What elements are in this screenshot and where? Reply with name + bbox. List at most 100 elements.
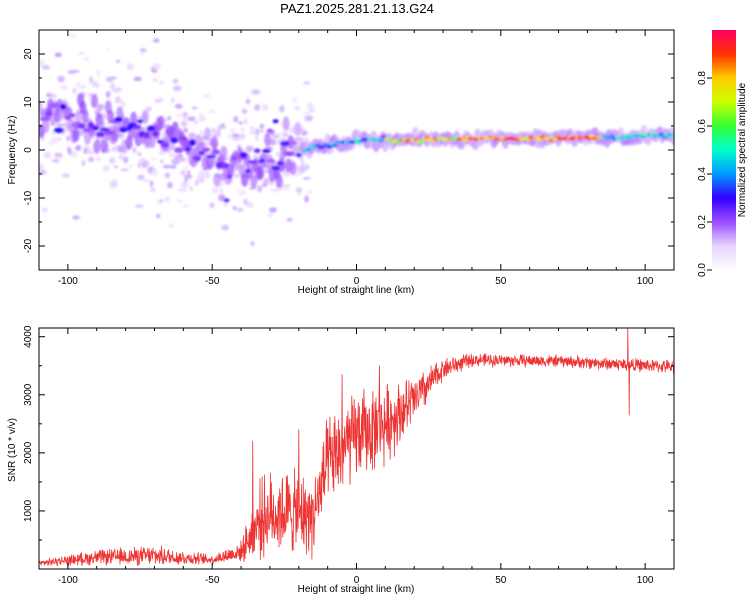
spectrogram-ridge	[165, 128, 174, 136]
spectrogram-speckle	[120, 101, 126, 108]
spectrogram-speckle	[89, 76, 93, 84]
spectrogram-speckle	[110, 83, 116, 91]
spectrogram-speckle	[134, 204, 144, 208]
spectrogram-speckle	[223, 201, 228, 208]
spectrogram-speckle	[168, 223, 174, 228]
spectrogram-speckle	[253, 154, 257, 159]
spectrogram-speckle	[255, 129, 260, 136]
spectrogram-speckle	[302, 176, 311, 180]
x-tick-label: 100	[637, 276, 654, 287]
spectrogram-speckle	[136, 152, 142, 157]
colorbar-tick-label: 0.0	[697, 263, 708, 277]
spectrogram-speckle	[187, 116, 196, 122]
spectrogram-speckle	[183, 128, 189, 133]
spectrogram-ridge	[173, 147, 184, 154]
colorbar-ticks: 0.0 0.2 0.4 0.6 0.8	[697, 71, 712, 277]
spectrogram-speckle	[183, 174, 193, 179]
y-tick-label: 4000	[23, 325, 34, 348]
x-tick-label: 0	[354, 276, 360, 287]
spectrogram-speckle	[209, 202, 215, 208]
spectrogram-ridge	[609, 134, 616, 138]
spectrogram-speckle	[113, 99, 123, 104]
spectrogram-speckle	[140, 52, 144, 56]
spectrogram-speckle	[41, 65, 51, 70]
snr-panel: -100 -50 0 50 100 1000 2000 3000 4000 Height of…	[7, 325, 675, 595]
colorbar-gradient	[712, 30, 736, 270]
spectrogram-speckle	[179, 170, 186, 175]
spectrogram-speckle	[249, 130, 257, 135]
spectrogram-speckle	[298, 166, 306, 173]
spectrogram-speckle	[169, 165, 177, 169]
spectrogram-speckle	[110, 146, 117, 152]
spectrogram-speckle	[254, 104, 261, 111]
spectrogram-speckle	[240, 127, 245, 131]
spectrogram-speckle	[303, 111, 311, 115]
spectrogram-blob	[137, 119, 144, 124]
spectrogram-speckle	[181, 120, 188, 129]
spectrogram-speckle	[150, 157, 158, 160]
spectrogram-speckle	[39, 59, 44, 67]
spectrogram-speckle	[243, 117, 248, 126]
spectrogram-halo	[90, 94, 98, 109]
spectrogram-speckle	[43, 151, 51, 159]
spectrogram-speckle	[74, 146, 82, 151]
spectrogram-halo	[148, 134, 156, 149]
spectrogram-halo	[83, 130, 91, 145]
x-tick-label: 50	[495, 575, 507, 586]
spectrogram-speckle	[95, 157, 101, 162]
spectrogram-speckle	[115, 96, 121, 100]
spectrogram-halo	[287, 135, 295, 150]
spectrogram-speckle	[276, 151, 281, 157]
spectrogram-speckle	[165, 196, 170, 202]
spectrogram-speckle	[152, 62, 161, 71]
spectrogram-speckle	[285, 184, 291, 188]
spectrogram-speckle	[269, 139, 277, 146]
spectrogram-ridge	[160, 141, 170, 149]
spectrogram-ridge	[661, 135, 667, 140]
spectrogram-speckle	[173, 85, 182, 92]
spectrogram-speckle	[92, 80, 98, 88]
spectrogram-ridge	[143, 131, 150, 139]
x-tick-label: -50	[205, 575, 220, 586]
snr-frame	[38, 327, 675, 570]
spectrogram-speckle	[177, 199, 182, 203]
spectrogram-speckle	[194, 179, 199, 186]
spectrogram-speckle	[105, 90, 111, 99]
spectrogram-speckle	[72, 70, 81, 73]
snr-y-tick-labels: 1000 2000 3000 4000	[23, 325, 34, 522]
spectrogram-speckle	[303, 81, 311, 85]
spectrogram-ridge	[280, 140, 290, 147]
y-tick-label: 3000	[23, 383, 34, 406]
spectrogram-speckle	[245, 145, 253, 153]
spectrogram-ridge	[53, 127, 64, 134]
spectrogram-speckle	[167, 181, 173, 189]
spectrogram-halo	[294, 121, 302, 136]
spectrogram-ridge	[537, 137, 543, 141]
spectrogram-speckle	[120, 168, 129, 172]
spectrogram-speckle	[176, 188, 184, 192]
spectrogram-halo	[130, 111, 138, 126]
spectrogram-halo	[289, 161, 297, 176]
spectrogram-ridge	[82, 128, 90, 132]
spectrogram-speckle	[177, 113, 182, 118]
spectrogram-speckle	[201, 116, 207, 121]
spectrogram-ridge	[551, 137, 558, 141]
spectrogram-speckle	[168, 142, 176, 151]
spectrogram-ridge	[276, 161, 284, 166]
spectrogram-speckle	[308, 108, 315, 113]
spectrogram-speckle	[167, 164, 172, 169]
spectrogram-speckle	[282, 132, 289, 138]
spectrogram-speckle	[42, 207, 48, 213]
spectrogram-speckle	[227, 133, 233, 140]
spectrogram-speckle	[83, 57, 90, 61]
spectrogram-speckle	[218, 194, 226, 202]
spectrogram-speckle	[50, 93, 57, 99]
spectrogram-ridge	[462, 138, 468, 142]
spectrogram-speckle	[172, 78, 179, 84]
spectrogram-halo	[220, 145, 228, 160]
spectrogram-speckle	[196, 173, 201, 181]
spectrogram-speckle	[306, 102, 314, 109]
spectrogram-ridge	[245, 169, 251, 173]
spectrogram-speckle	[264, 146, 274, 150]
spectrogram-speckle	[211, 186, 219, 194]
